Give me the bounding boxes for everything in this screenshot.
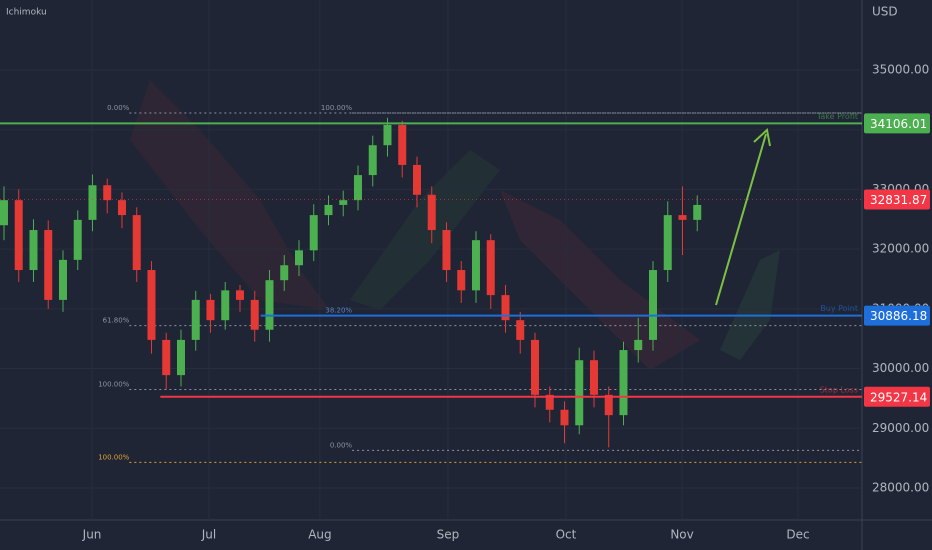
- price-tag-label: 30886.18: [870, 309, 927, 323]
- candle-body: [235, 290, 244, 300]
- price-tag: [864, 189, 930, 210]
- price-tag-label: 34106.01: [870, 117, 927, 131]
- x-tick-label: Sep: [437, 528, 460, 542]
- candle-body: [73, 219, 82, 260]
- candle-body: [29, 230, 38, 271]
- candle-body: [575, 360, 584, 426]
- candle-body: [589, 360, 598, 395]
- candle-body: [516, 320, 525, 340]
- y-tick-label: 30000.00: [872, 361, 929, 375]
- candle-body: [442, 230, 451, 271]
- candle-body: [353, 175, 362, 201]
- candle-body: [294, 250, 303, 266]
- candle-body: [103, 185, 112, 201]
- candle-body: [619, 350, 628, 416]
- candle-body: [560, 409, 569, 426]
- candle-body: [206, 299, 215, 321]
- cloud: [720, 250, 780, 360]
- candle-body: [44, 230, 53, 300]
- candle-body: [486, 240, 495, 296]
- fib-label: 100.00%: [98, 453, 129, 461]
- candle-body: [324, 204, 333, 216]
- indicator-title: Ichimoku: [6, 8, 47, 18]
- arrow-head: [753, 128, 771, 147]
- y-tick-label: 28000.00: [872, 480, 929, 494]
- y-tick-label: 32000.00: [872, 242, 929, 256]
- candle-body: [191, 299, 200, 340]
- x-tick-label: Nov: [670, 528, 693, 542]
- candle-body: [147, 270, 156, 340]
- fib-label: 61.80%: [103, 317, 130, 325]
- y-tick-label: 35000.00: [872, 62, 929, 76]
- candle-body: [471, 240, 480, 291]
- price-tag: [864, 386, 930, 407]
- candle-body: [663, 215, 672, 271]
- candle-body: [545, 394, 554, 410]
- arrow: [715, 133, 767, 306]
- candle-body: [398, 124, 407, 165]
- currency: USD: [872, 5, 898, 19]
- cloud: [350, 150, 500, 310]
- x-tick-label: Oct: [556, 528, 577, 542]
- candle-body: [412, 164, 421, 195]
- candle-body: [58, 259, 67, 300]
- candle-body: [221, 290, 230, 321]
- candle-body: [265, 280, 274, 330]
- candle-body: [162, 339, 171, 376]
- cloud: [130, 80, 330, 310]
- y-tick-label: 29000.00: [872, 421, 929, 435]
- candle-body: [280, 265, 289, 281]
- fib-label: 100.00%: [321, 104, 352, 112]
- candle-body: [176, 339, 185, 376]
- fib-label: 0.00%: [330, 441, 353, 449]
- candle-body: [88, 185, 97, 220]
- fib-label: 0.00%: [107, 104, 130, 112]
- candle-body: [457, 270, 466, 291]
- candle-body: [427, 194, 436, 231]
- fib-label: 100.00%: [98, 380, 129, 388]
- fib-label: 38.20%: [325, 307, 352, 315]
- x-tick-label: Dec: [786, 528, 809, 542]
- candle-body: [501, 295, 510, 321]
- price-tag: [864, 305, 930, 326]
- candle-body: [634, 339, 643, 351]
- candle-body: [0, 200, 8, 226]
- candle-body: [368, 145, 377, 176]
- level-name: Buy Point: [820, 304, 858, 313]
- x-tick-label: Aug: [308, 528, 331, 542]
- candle-body: [604, 394, 613, 416]
- candle-body: [117, 200, 126, 216]
- candle-body: [250, 299, 259, 330]
- candle-body: [383, 124, 392, 146]
- candle-body: [693, 204, 702, 220]
- price-tag-label: 29527.14: [870, 390, 927, 404]
- level-name: Stop Loss: [820, 385, 858, 394]
- x-tick-label: Jun: [82, 528, 102, 542]
- candle-body: [530, 339, 539, 395]
- level-name: Take Profit: [816, 112, 858, 121]
- candle-body: [678, 215, 687, 220]
- candle-body: [339, 200, 348, 205]
- price-tag-label: 32831.87: [870, 193, 927, 207]
- candle-body: [648, 270, 657, 340]
- x-tick-label: Jul: [201, 528, 216, 542]
- candle-body: [309, 215, 318, 251]
- candle-body: [14, 200, 23, 271]
- price-tag: [864, 113, 930, 134]
- candle-body: [132, 215, 141, 271]
